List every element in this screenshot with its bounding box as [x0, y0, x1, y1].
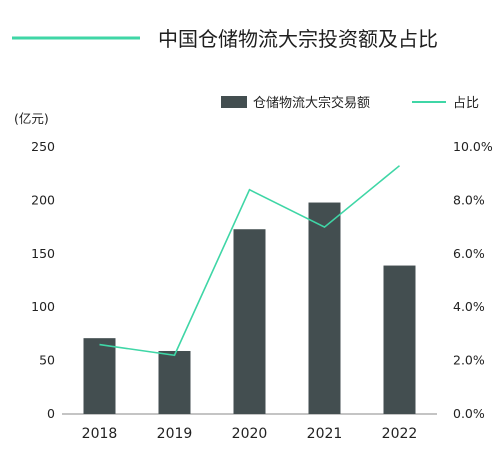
y-left-tick-label: 100 [31, 299, 55, 314]
chart-title: 中国仓储物流大宗投资额及占比 [158, 27, 438, 51]
y-left-tick-label: 250 [31, 139, 55, 154]
y-right-tick-label: 4.0% [453, 299, 485, 314]
x-tick-label: 2018 [82, 426, 118, 442]
y-left-tick-label: 150 [31, 246, 55, 261]
x-tick-label: 2021 [307, 426, 343, 442]
y-right-tick-label: 0.0% [453, 406, 485, 421]
y-left-tick-label: 0 [47, 406, 55, 421]
y-right-tick-label: 2.0% [453, 353, 485, 368]
bar-2021 [308, 202, 341, 414]
x-tick-label: 2020 [232, 426, 268, 442]
legend-bar-label: 仓储物流大宗交易额 [253, 95, 370, 111]
bar-2022 [383, 265, 416, 414]
share-line [99, 165, 401, 357]
y-left-tick-label: 50 [39, 353, 55, 368]
x-tick-label: 2019 [157, 426, 193, 442]
x-tick-label: 2022 [382, 426, 418, 442]
y-left-tick-label: 200 [31, 192, 55, 207]
bar-2019 [158, 350, 191, 414]
y-right-tick-label: 6.0% [453, 246, 485, 261]
y-right-tick-label: 10.0% [453, 139, 493, 154]
bar-2018 [83, 338, 116, 414]
bar-2020 [233, 229, 266, 414]
legend-line-label: 占比 [453, 96, 479, 111]
y-axis-unit-label: (亿元) [14, 111, 49, 126]
legend-bar-swatch [221, 96, 247, 108]
y-right-tick-label: 8.0% [453, 192, 485, 207]
